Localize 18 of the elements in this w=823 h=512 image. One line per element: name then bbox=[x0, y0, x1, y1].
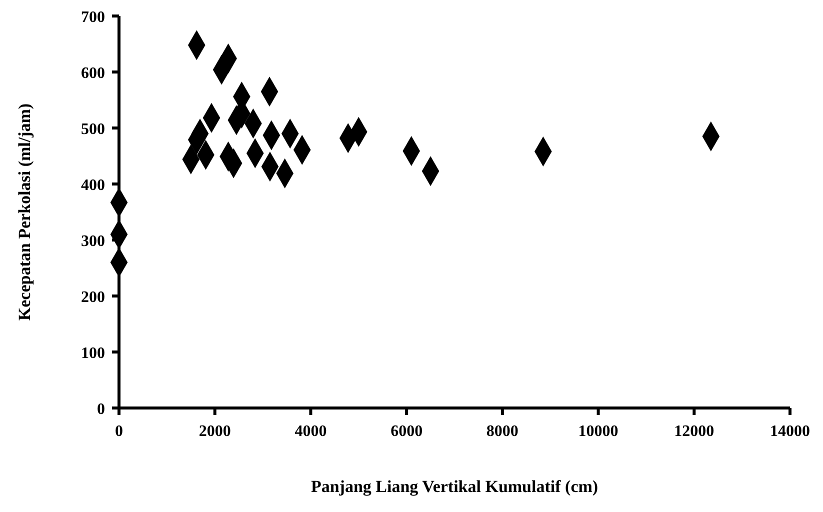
y-tick-label: 100 bbox=[81, 345, 105, 362]
y-tick-label: 400 bbox=[81, 177, 105, 194]
y-tick-label: 700 bbox=[81, 9, 105, 26]
y-axis-title: Kecepatan Perkolasi (ml/jam) bbox=[15, 103, 34, 321]
x-tick-label: 2000 bbox=[198, 423, 231, 440]
x-tick-label: 14000 bbox=[770, 423, 810, 440]
y-tick-label: 200 bbox=[81, 289, 105, 306]
x-tick-label: 4000 bbox=[294, 423, 327, 440]
y-tick-label: 500 bbox=[81, 121, 105, 138]
x-tick-label: 10000 bbox=[578, 423, 618, 440]
x-tick-label: 8000 bbox=[486, 423, 518, 440]
x-axis-title: Panjang Liang Vertikal Kumulatif (cm) bbox=[310, 477, 598, 496]
x-tick-label: 0 bbox=[115, 423, 123, 440]
y-tick-label: 300 bbox=[81, 233, 105, 250]
y-tick-label: 0 bbox=[97, 401, 105, 418]
x-tick-label: 6000 bbox=[390, 423, 423, 440]
y-tick-label: 600 bbox=[81, 65, 105, 82]
x-tick-label: 12000 bbox=[674, 423, 714, 440]
